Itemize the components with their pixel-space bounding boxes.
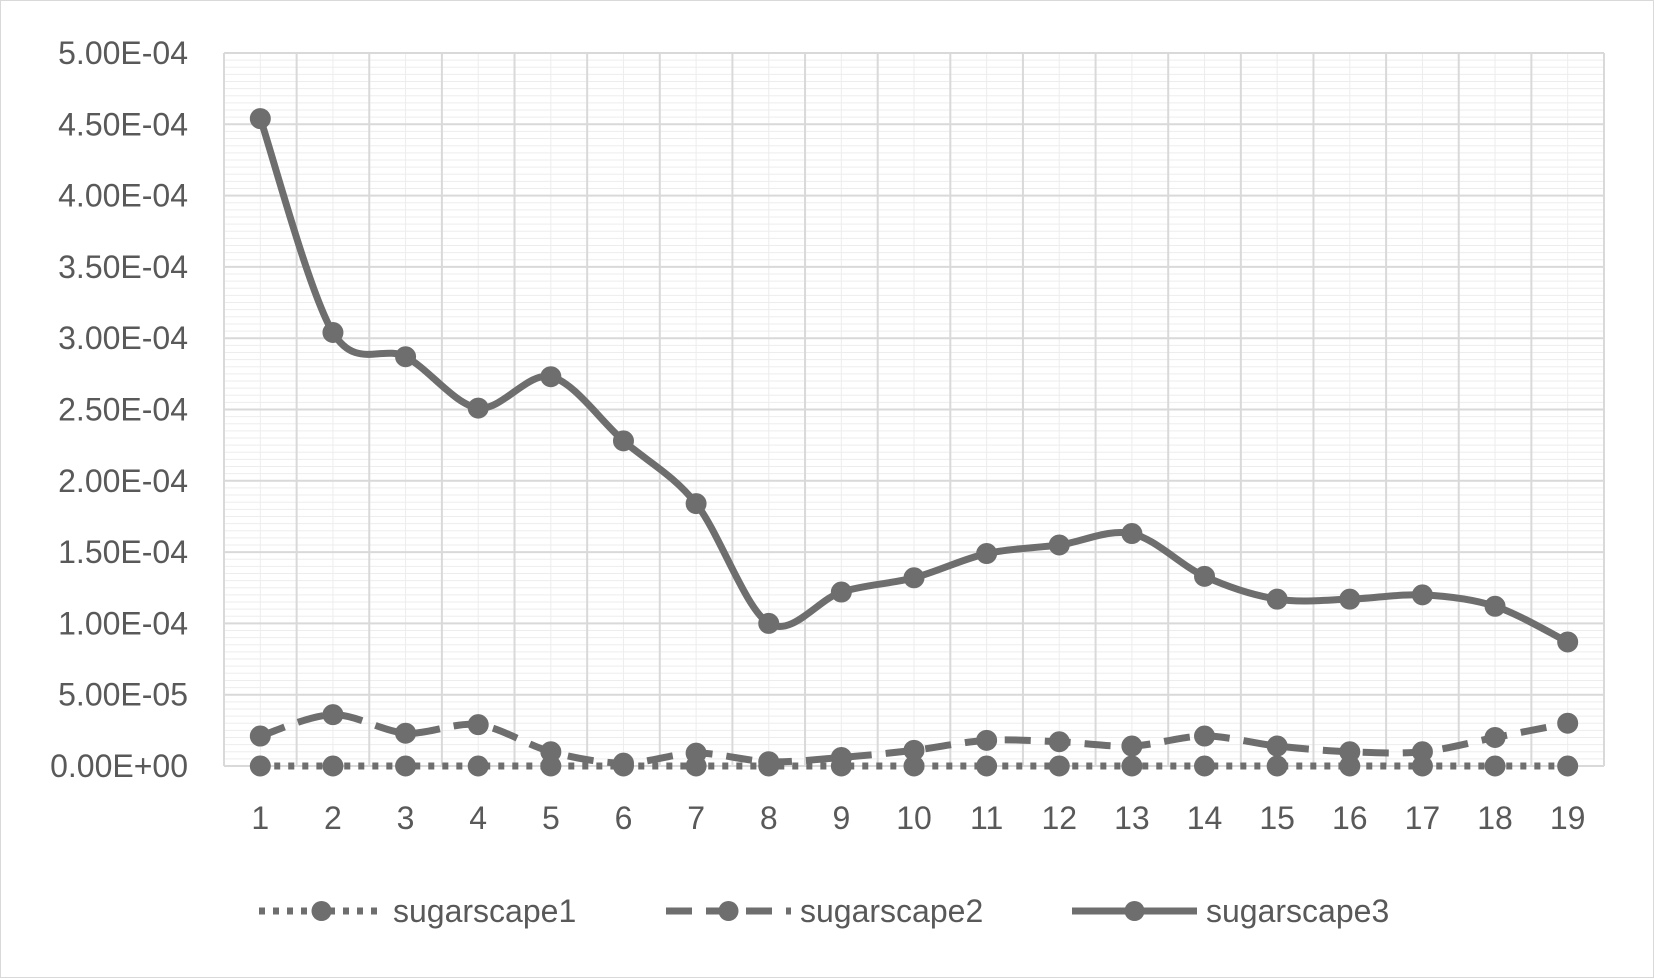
x-axis-tick-labels: 1 2 3 4 5 6 7 8 9 10 11 12 13 14 15 16 17 18 19 [251,800,1585,836]
series-markers [249,108,1579,777]
x-tick-label: 14 [1187,800,1223,836]
x-tick-label: 1 [251,800,269,836]
y-tick-label: 3.50E-04 [58,249,188,285]
x-tick-label: 17 [1405,800,1441,836]
data-point-sugarscape2 [540,741,562,763]
data-point-sugarscape1 [1266,755,1288,777]
data-point-sugarscape3 [830,581,852,603]
data-point-sugarscape1 [1557,755,1579,777]
legend-item-sugarscape3: sugarscape3 [1072,893,1389,929]
data-point-sugarscape1 [249,755,271,777]
data-point-sugarscape3 [467,397,489,419]
legend-item-sugarscape2: sugarscape2 [666,893,983,929]
x-tick-label: 12 [1041,800,1077,836]
x-tick-label: 3 [397,800,415,836]
data-point-sugarscape3 [976,543,998,565]
x-tick-label: 11 [970,800,1003,836]
x-tick-label: 16 [1332,800,1368,836]
data-point-sugarscape2 [1411,741,1433,763]
legend-marker-sugarscape1 [311,901,332,921]
data-point-sugarscape1 [976,755,998,777]
data-point-sugarscape2 [1557,712,1579,734]
data-point-sugarscape2 [1194,725,1216,747]
data-point-sugarscape2 [322,704,344,726]
data-point-sugarscape1 [322,755,344,777]
y-tick-label: 2.50E-04 [58,392,188,428]
legend: sugarscape1 sugarscape2 sugarscape3 [259,893,1389,929]
data-point-sugarscape3 [758,612,780,634]
data-point-sugarscape1 [1484,755,1506,777]
legend-item-sugarscape1: sugarscape1 [259,893,576,929]
y-tick-label: 3.00E-04 [58,320,188,356]
x-tick-label: 8 [760,800,778,836]
x-tick-label: 10 [896,800,932,836]
y-tick-label: 4.50E-04 [58,106,188,142]
x-tick-label: 5 [542,800,560,836]
data-point-sugarscape2 [976,729,998,751]
data-point-sugarscape1 [1121,755,1143,777]
data-point-sugarscape2 [1048,731,1070,753]
data-point-sugarscape3 [249,108,271,130]
data-point-sugarscape2 [1339,741,1361,763]
y-tick-label: 4.00E-04 [58,178,188,214]
data-point-sugarscape1 [1194,755,1216,777]
data-point-sugarscape1 [395,755,417,777]
data-point-sugarscape3 [1048,534,1070,556]
y-tick-label: 5.00E-04 [58,35,188,71]
x-tick-label: 18 [1477,800,1513,836]
y-tick-label: 5.00E-05 [58,677,188,713]
x-tick-label: 9 [832,800,850,836]
x-tick-label: 15 [1259,800,1295,836]
data-point-sugarscape3 [1411,584,1433,606]
data-point-sugarscape2 [685,742,707,764]
data-point-sugarscape3 [1194,565,1216,587]
legend-marker-sugarscape3 [1124,901,1145,921]
legend-marker-sugarscape2 [718,901,739,921]
data-point-sugarscape2 [758,751,780,773]
y-tick-label: 2.00E-04 [58,463,188,499]
data-point-sugarscape2 [249,725,271,747]
legend-label-sugarscape3: sugarscape3 [1206,893,1389,929]
data-point-sugarscape3 [395,346,417,368]
data-point-sugarscape2 [830,746,852,768]
y-axis-tick-labels: 0.00E+00 5.00E-05 1.00E-04 1.50E-04 2.00E-04… [50,35,188,784]
data-point-sugarscape3 [612,430,634,452]
series-line-sugarscape3 [257,117,1570,646]
x-tick-label: 6 [615,800,633,836]
x-tick-label: 4 [469,800,487,836]
y-tick-label: 1.00E-04 [58,605,188,641]
data-point-sugarscape2 [395,722,417,744]
data-point-sugarscape2 [1121,735,1143,757]
data-point-sugarscape2 [467,714,489,736]
y-tick-label: 0.00E+00 [50,748,188,784]
data-point-sugarscape3 [1557,631,1579,653]
y-tick-label: 1.50E-04 [58,534,188,570]
data-point-sugarscape2 [1484,726,1506,748]
data-point-sugarscape3 [322,321,344,343]
data-point-sugarscape3 [1266,588,1288,610]
data-point-sugarscape1 [1048,755,1070,777]
x-tick-label: 7 [687,800,705,836]
legend-label-sugarscape1: sugarscape1 [393,893,576,929]
data-point-sugarscape3 [903,567,925,589]
x-tick-label: 13 [1114,800,1150,836]
data-point-sugarscape3 [1339,588,1361,610]
x-tick-label: 19 [1550,800,1586,836]
data-point-sugarscape3 [1484,595,1506,617]
data-point-sugarscape3 [685,493,707,515]
data-point-sugarscape2 [903,739,925,761]
data-point-sugarscape2 [1266,735,1288,757]
data-point-sugarscape3 [540,366,562,388]
data-point-sugarscape1 [467,755,489,777]
data-point-sugarscape2 [612,752,634,774]
legend-label-sugarscape2: sugarscape2 [800,893,983,929]
data-point-sugarscape3 [1121,523,1143,545]
x-tick-label: 2 [324,800,342,836]
